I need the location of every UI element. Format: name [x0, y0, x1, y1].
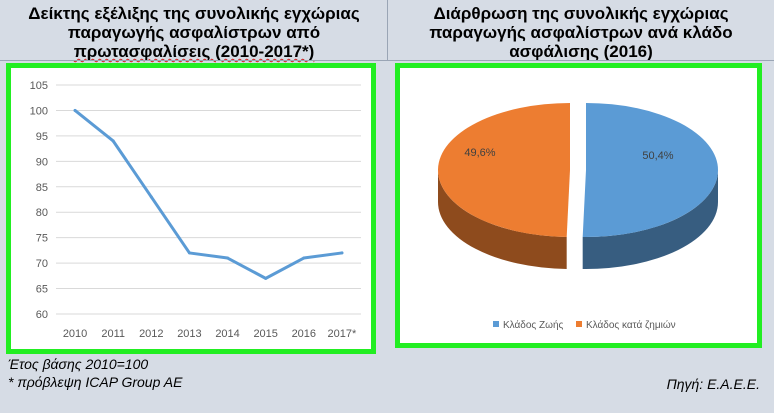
y-tick-label: 100: [30, 105, 48, 117]
slice-value-label: 49,6%: [464, 147, 495, 159]
left-title-line-3: πρωτασφαλίσεις (2010-2017*): [73, 42, 315, 61]
data-point: [187, 251, 191, 255]
data-point: [111, 139, 115, 143]
legend-label: Κλάδος Ζωής: [503, 319, 564, 331]
legend-label: Κλάδος κατά ζημιών: [586, 319, 676, 331]
line-chart-frame: 60 65 70 75 80 85 90 95 100 105 2010 2011 2012 2013 20…: [6, 63, 376, 354]
y-tick-label: 90: [36, 156, 48, 168]
header-divider-horizontal: [0, 60, 774, 61]
data-point: [226, 256, 230, 260]
nonlife-slice: [438, 103, 570, 237]
nonlife-slice-side: [438, 170, 567, 269]
line-chart: 60 65 70 75 80 85 90 95 100 105 2010 2011 2012 2013 20…: [30, 80, 361, 340]
y-tick-label: 85: [36, 182, 48, 194]
x-tick-label: 2017*: [328, 328, 357, 340]
legend-swatch: [493, 321, 499, 327]
y-tick-label: 105: [30, 80, 48, 92]
base-year-note: Έτος βάσης 2010=100: [8, 356, 149, 372]
y-tick-label: 80: [36, 207, 48, 219]
slice-value-label: 50,4%: [642, 150, 673, 162]
source-note: Πηγή: Ε.Α.Ε.Ε.: [666, 376, 760, 392]
x-tick-label: 2011: [101, 328, 125, 340]
life-slice-side: [582, 170, 718, 269]
left-title-line-1: Δείκτης εξέλιξης της συνολικής εγχώριας: [28, 4, 360, 23]
life-slice: [582, 103, 719, 238]
y-tick-label: 65: [36, 284, 48, 296]
series-line: [73, 108, 344, 280]
data-point: [340, 251, 344, 255]
forecast-note: * πρόβλεψη ICAP Group AE: [8, 374, 183, 390]
pie-chart-frame: 50,4% 49,6% Κλάδος Ζωής Κλάδος κατά ζημιών: [395, 63, 762, 348]
right-panel-title: Διάρθρωση της συνολικής εγχώριας παραγωγ…: [388, 4, 774, 61]
x-tick-label: 2012: [139, 328, 163, 340]
y-tick-label: 95: [36, 131, 48, 143]
x-tick-label: 2010: [63, 328, 87, 340]
x-tick-label: 2014: [215, 328, 239, 340]
right-title-line-2: παραγωγής ασφαλίστρων ανά κλάδο: [429, 23, 733, 42]
pie-chart: 50,4% 49,6% Κλάδος Ζωής Κλάδος κατά ζημιών: [438, 103, 719, 331]
left-panel-title: Δείκτης εξέλιξης της συνολικής εγχώριας …: [0, 4, 388, 61]
y-tick-label: 60: [36, 309, 48, 321]
y-tick-label: 70: [36, 258, 48, 270]
y-tick-label: 75: [36, 233, 48, 245]
data-point: [73, 108, 77, 112]
data-point: [302, 256, 306, 260]
data-point: [264, 276, 268, 280]
data-point: [149, 195, 153, 199]
x-tick-label: 2016: [292, 328, 316, 340]
header-divider-vertical: [387, 0, 388, 60]
left-title-line-2: παραγωγής ασφαλίστρων από: [67, 23, 321, 42]
legend-swatch: [576, 321, 582, 327]
x-tick-label: 2015: [253, 328, 277, 340]
right-title-line-1: Διάρθρωση της συνολικής εγχώριας: [433, 4, 729, 23]
x-tick-label: 2013: [177, 328, 201, 340]
right-title-line-3: ασφάλισης (2016): [509, 42, 653, 61]
